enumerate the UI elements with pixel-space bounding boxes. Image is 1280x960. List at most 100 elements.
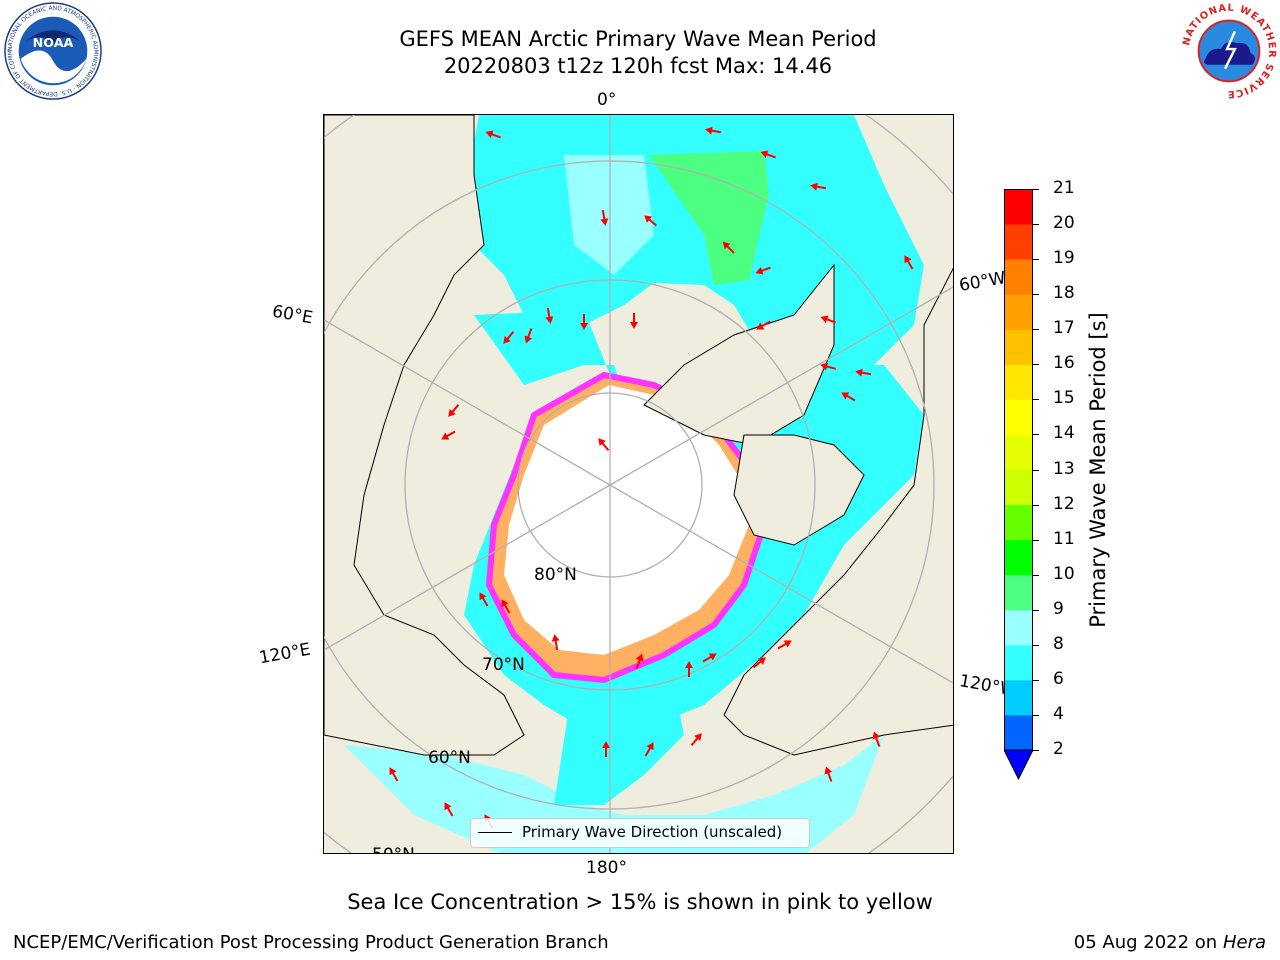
colorbar-tick-label: 6: [1053, 668, 1064, 689]
wave-arrow: [580, 314, 588, 330]
colorbar-tick-label: 14: [1053, 423, 1075, 444]
wave-arrow: [389, 767, 399, 782]
lon-label-0: 0°: [597, 90, 617, 110]
colorbar-band: [1004, 294, 1033, 330]
colorbar-tick-mark: [1033, 644, 1039, 646]
colorbar-tick-mark: [1033, 189, 1039, 190]
colorbar-band: [1004, 434, 1033, 470]
colorbar-tick-label: 19: [1053, 248, 1075, 269]
colorbar-band: [1004, 469, 1033, 506]
wave-arrow: [551, 634, 560, 651]
lat-label-80n: 80°N: [534, 565, 577, 585]
colorbar-tick-mark: [1033, 539, 1039, 541]
colorbar-tick-label: 8: [1053, 633, 1064, 654]
colorbar-tick-label: 4: [1053, 703, 1064, 724]
chart-title: GEFS MEAN Arctic Primary Wave Mean Perio…: [399, 27, 877, 51]
wave-arrow: [503, 330, 515, 344]
wave-arrow: [872, 731, 881, 747]
wave-arrow: [635, 653, 644, 669]
wave-arrow: [598, 438, 610, 452]
canadian-archipelago: [733, 434, 865, 546]
colorbar-tick-mark: [1033, 364, 1039, 366]
polar-map: 80°N 70°N 60°N 50°N: [323, 114, 954, 854]
colorbar-tick-label: 9: [1053, 598, 1064, 619]
colorbar-tick-label: 13: [1053, 458, 1075, 479]
lon-label-60w: 60°W: [957, 268, 1008, 296]
colorbar-tick-mark: [1033, 714, 1039, 716]
wave-arrow: [820, 315, 836, 324]
legend-label: Primary Wave Direction (unscaled): [522, 823, 783, 841]
wave-arrow: [760, 150, 776, 159]
greenland-sea-green: [649, 151, 769, 285]
wave-arrow: [479, 592, 489, 607]
colorbar-tick-mark: [1033, 679, 1039, 681]
wave-arrow: [756, 320, 771, 330]
wave-arrow: [644, 215, 658, 227]
legend-arrow-line: [478, 832, 512, 833]
colorbar-outline: [1004, 189, 1033, 751]
footer-credit: NCEP/EMC/Verification Post Processing Pr…: [13, 932, 609, 953]
colorbar-band: [1004, 609, 1033, 646]
colorbar-band: [1004, 539, 1033, 576]
wave-arrow: [602, 741, 610, 757]
chart-subtitle: 20220803 t12z 120h fcst Max: 14.46: [443, 54, 833, 78]
colorbar-band: [1004, 329, 1033, 365]
colorbar-tick-label: 17: [1053, 318, 1075, 339]
colorbar-band: [1004, 364, 1033, 400]
colorbar: [1004, 189, 1033, 780]
colorbar-tick-label: 15: [1053, 388, 1075, 409]
wave-direction-arrows: [389, 126, 914, 829]
colorbar-tick-mark: [1033, 224, 1039, 226]
colorbar-tick-label: 21: [1053, 178, 1075, 198]
lat-label-50n: 50°N: [372, 845, 415, 854]
pale-ocean-1: [564, 155, 654, 275]
colorbar-tick-mark: [1033, 609, 1039, 611]
colorbar-tick-label: 12: [1053, 493, 1075, 514]
colorbar-tick-mark: [1033, 750, 1039, 751]
wave-arrow: [824, 766, 833, 782]
colorbar-extend-triangle: [1004, 749, 1033, 780]
wave-arrow: [722, 241, 735, 254]
footer-date: 05 Aug 2022 on Hera: [1074, 932, 1266, 953]
colorbar-tick-mark: [1033, 294, 1039, 296]
colorbar-band: [1004, 679, 1033, 716]
wave-arrow: [705, 126, 722, 135]
colorbar-band: [1004, 189, 1033, 225]
wave-arrow: [448, 403, 460, 417]
lat-label-70n: 70°N: [482, 655, 525, 675]
colorbar-tick-mark: [1033, 574, 1039, 576]
wave-arrow: [810, 182, 827, 191]
wave-arrow: [755, 266, 771, 275]
colorbar-band: [1004, 644, 1033, 681]
colorbar-band: [1004, 259, 1033, 295]
lon-label-60e: 60°E: [270, 301, 315, 329]
lat-label-60n: 60°N: [428, 748, 471, 768]
colorbar-band: [1004, 504, 1033, 541]
colorbar-band: [1004, 714, 1033, 751]
colorbar-tick-label: 18: [1053, 283, 1075, 304]
wave-arrow: [444, 802, 454, 817]
colorbar-band: [1004, 574, 1033, 611]
wave-arrow: [904, 255, 914, 270]
map-legend: Primary Wave Direction (unscaled): [470, 818, 810, 848]
wave-arrow: [441, 430, 456, 440]
colorbar-tick-label: 16: [1053, 353, 1075, 374]
colorbar-tick-mark: [1033, 329, 1039, 331]
wave-arrow: [685, 661, 693, 677]
graticule: [324, 115, 953, 853]
colorbar-tick-mark: [1033, 399, 1039, 401]
wave-arrow: [644, 742, 654, 757]
sea-ice-note: Sea Ice Concentration > 15% is shown in …: [347, 890, 933, 914]
colorbar-label: Primary Wave Mean Period [s]: [1086, 312, 1110, 628]
wave-arrow: [820, 362, 837, 371]
footer-date-text: 05 Aug 2022 on: [1073, 932, 1218, 953]
colorbar-tick-mark: [1033, 434, 1039, 436]
colorbar-tick-mark: [1033, 504, 1039, 506]
lon-label-180: 180°: [586, 858, 627, 878]
colorbar-tick-mark: [1033, 259, 1039, 261]
colorbar-tick-label: 2: [1053, 739, 1064, 759]
noaa-logo: NATIONAL OCEANIC AND ATMOSPHERIC ADMINIS…: [4, 2, 102, 100]
wave-arrow: [690, 733, 702, 747]
sea-ice-pack: [504, 385, 749, 655]
wave-arrow: [702, 653, 717, 663]
